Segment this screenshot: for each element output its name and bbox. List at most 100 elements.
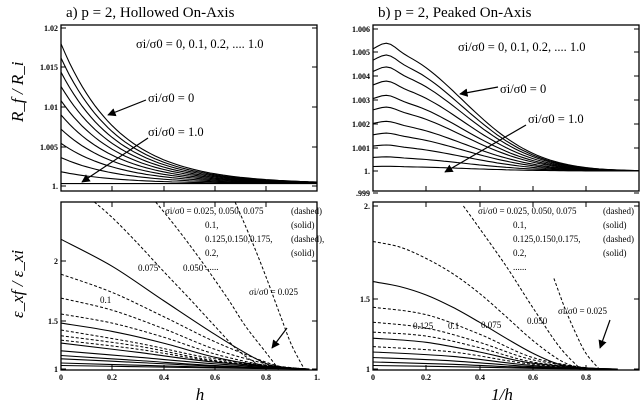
leg-b-3a: 0.2,: [513, 248, 527, 258]
series-line-0_125: [373, 306, 592, 370]
series-group: [61, 43, 317, 185]
series-line-0_15: [373, 321, 597, 370]
series-group: [61, 202, 310, 370]
panel-b-bottom: 2. 1.5 10 0.2 0.4 0.6 0.8: [360, 201, 640, 382]
x-tick-label: 0.6: [210, 373, 220, 382]
x-tick-label: 1.: [314, 373, 320, 382]
y-tick-label: 2: [54, 257, 58, 266]
annot-b-1: σi/σ0 = 1.0: [528, 112, 584, 126]
series-line-0_1: [373, 54, 639, 172]
legend-text-b: σi/σ0 = 0, 0.1, 0.2, .... 1.0: [458, 40, 585, 54]
x-tick-label: 0.6: [528, 373, 538, 382]
annot-b-0: σi/σ0 = 0: [500, 82, 546, 96]
curve-label-a-3: σi/σ0 = 0.025: [249, 287, 299, 297]
leg-a-0b: (dashed): [291, 206, 322, 216]
curve-label-a-1: 0.075: [138, 263, 159, 273]
series-line-0_025: [234, 202, 305, 370]
curve-label-b-1: 0.1: [448, 321, 459, 331]
y-tick-label: 1.02: [44, 24, 58, 33]
leg-a-2a: 0.125,0.150,0.175,: [205, 234, 273, 244]
leg-a-3a: 0.2,: [205, 248, 219, 258]
series-line-0_7: [373, 132, 639, 172]
leg-a-1a: 0.1,: [205, 220, 219, 230]
title-a: a) p = 2, Hollowed On-Axis: [66, 5, 235, 21]
x-tick-label: 0: [371, 373, 375, 382]
y-tick-label: 1: [366, 365, 370, 374]
panel-b-top: 1.006 1.005 1.004 1.003 1.002 1.001 1. .999: [352, 24, 640, 198]
leg-b-1a: 0.1,: [513, 220, 527, 230]
series-line-0_075: [93, 202, 267, 370]
series-line-0_075: [373, 241, 581, 370]
curve-label-b-4: σi/σ0 = 0.025: [558, 306, 608, 316]
curve-label-a-2: 0.050: [183, 263, 204, 273]
series-line-0_3: [61, 342, 307, 370]
leg-b-0b: (dashed): [603, 206, 634, 216]
leg-a-3b: (solid): [291, 248, 315, 258]
y-tick-label: 1.006: [352, 25, 370, 34]
ylabel-top: R_f / R_i: [8, 61, 27, 123]
x-tick-label: 0.2: [107, 373, 117, 382]
annot-a-0: σi/σ0 = 0: [148, 91, 194, 105]
curve-label-b-3: 0.050: [527, 316, 548, 326]
arrow-b-0: [459, 86, 499, 97]
legend-text-a: σi/σ0 = 0, 0.1, 0.2, .... 1.0: [136, 37, 263, 51]
series-group: [373, 42, 639, 172]
series-line-0_175: [373, 331, 600, 370]
curve-label-a-0: 0.1: [100, 295, 111, 305]
y-tick-label: 1: [54, 365, 58, 374]
series-line-0_025: [553, 278, 600, 370]
y-tick-label: 1.001: [352, 144, 370, 153]
series-line-0_4: [61, 350, 307, 370]
xlabel-left: h: [196, 385, 205, 404]
series-line-0_275: [61, 339, 305, 370]
annot-a-1: σi/σ0 = 1.0: [148, 125, 204, 139]
arrow-b-2: [598, 319, 611, 349]
y-tick-label: 1.015: [40, 63, 58, 72]
x-tick-label: 0.4: [475, 373, 485, 382]
y-tick-label: 1.5: [48, 317, 58, 326]
ylabel-bottom: ε_xf / ε_xi: [8, 250, 27, 318]
leg-a-1b: (solid): [291, 220, 315, 230]
series-line-1: [373, 364, 618, 370]
leg-a-0a: σi/σ0 = 0.025, 0.050, 0.075: [165, 206, 264, 216]
y-tick-label: 1.: [52, 182, 58, 191]
y-tick-label: 1.: [364, 167, 370, 176]
arrow-a-0: [107, 99, 147, 117]
x-tick-label: 0.8: [261, 373, 271, 382]
series-line-0_225: [61, 329, 305, 370]
arrow-a-1: [81, 137, 149, 183]
series-line-0_2: [373, 337, 602, 370]
y-tick-label: 1.01: [44, 103, 58, 112]
x-tick-label: 0: [59, 373, 63, 382]
x-tick-label: 0.8: [581, 373, 591, 382]
x-tick-label: 0.2: [421, 373, 431, 382]
series-line-1: [61, 364, 310, 370]
xlabel-right: 1/h: [491, 385, 513, 404]
plot-frame: [60, 24, 318, 192]
leg-b-2b: (dashed): [603, 234, 634, 244]
leg-a-2b: (dashed),: [291, 234, 324, 244]
series-group: [373, 205, 618, 370]
x-tick-label: 0.4: [159, 373, 169, 382]
y-tick-label: 1.002: [352, 120, 370, 129]
series-line-0_25: [61, 335, 305, 370]
leg-b-3b: (solid): [603, 248, 627, 258]
leg-b-2a: 0.125,0.150,0.175,: [513, 234, 581, 244]
series-line-0_15: [61, 297, 297, 370]
series-line-0_25: [373, 346, 608, 370]
plot-frame: [372, 24, 640, 192]
y-tick-label: 1.005: [40, 143, 58, 152]
title-b: b) p = 2, Peaked On-Axis: [378, 5, 532, 21]
curve-label-b-0: 0.125: [413, 321, 434, 331]
series-line-1: [373, 165, 639, 172]
leg-b-4a: ......: [513, 262, 527, 272]
leg-a-4a: ......: [205, 262, 219, 272]
y-tick-label: 1.003: [352, 96, 370, 105]
series-line-0_6: [373, 120, 639, 172]
y-tick-label: 2.: [364, 202, 370, 211]
arrow-b-1: [444, 124, 527, 173]
series-line-0_175: [61, 313, 300, 370]
plot-frame: [60, 201, 318, 371]
series-line-0_05: [462, 205, 581, 370]
